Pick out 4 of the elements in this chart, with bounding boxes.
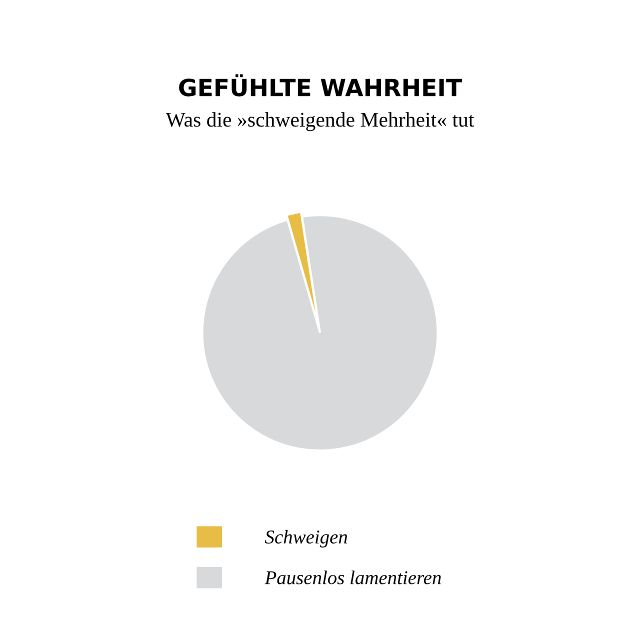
legend-label: Schweigen <box>264 530 348 548</box>
legend-label: Pausenlos lamentieren <box>264 570 441 584</box>
chart-subtitle: Was die »schweigende Mehrheit« tut <box>166 112 474 132</box>
chart-title: GEFÜHLTE WAHRHEIT <box>179 74 462 96</box>
